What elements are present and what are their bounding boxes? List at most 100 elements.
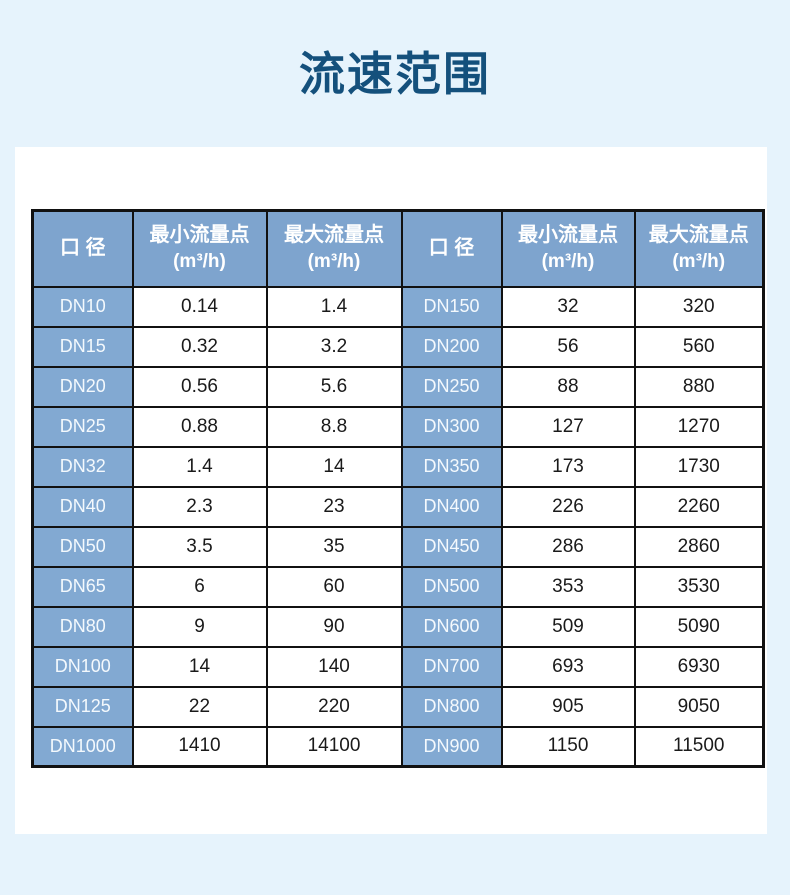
diameter-cell: DN20 [31, 365, 134, 408]
min-flow-cell: 0.32 [131, 325, 268, 368]
min-flow-cell: 509 [500, 605, 636, 648]
min-flow-cell: 1410 [131, 725, 268, 768]
min-flow-cell: 353 [500, 565, 636, 608]
header-row: 口 径 最小流量点 (m³/h) 最大流量点 (m³/h) 口 径 最小流量点 … [31, 209, 765, 288]
diameter-cell: DN400 [400, 485, 503, 528]
diameter-cell: DN450 [400, 525, 503, 568]
max-flow-cell: 1270 [633, 405, 765, 448]
page-title: 流速范围 [299, 48, 491, 100]
min-flow-cell: 693 [500, 645, 636, 688]
header-unit: (m³/h) [672, 251, 726, 273]
max-flow-cell: 5090 [633, 605, 765, 648]
min-flow-cell: 905 [500, 685, 636, 728]
min-flow-cell: 14 [131, 645, 268, 688]
max-flow-cell: 880 [633, 365, 765, 408]
min-flow-cell: 1.4 [131, 445, 268, 488]
max-flow-cell: 9050 [633, 685, 765, 728]
max-flow-cell: 320 [633, 285, 765, 328]
header-min-flow-right: 最小流量点 (m³/h) [500, 209, 636, 288]
diameter-cell: DN200 [400, 325, 503, 368]
header-label: 最小流量点 [518, 224, 618, 247]
header-label: 最大流量点 [284, 224, 384, 247]
header-unit: (m³/h) [307, 251, 361, 273]
header-label: 口 径 [428, 237, 475, 260]
content-card: 口 径 最小流量点 (m³/h) 最大流量点 (m³/h) 口 径 最小流量点 … [15, 147, 767, 834]
diameter-cell: DN15 [31, 325, 134, 368]
min-flow-cell: 9 [131, 605, 268, 648]
diameter-cell: DN350 [400, 445, 503, 488]
min-flow-cell: 0.88 [131, 405, 268, 448]
diameter-cell: DN1000 [31, 725, 134, 768]
diameter-cell: DN100 [31, 645, 134, 688]
max-flow-cell: 14100 [265, 725, 403, 768]
header-unit: (m³/h) [173, 251, 226, 273]
diameter-cell: DN150 [400, 285, 503, 328]
min-flow-cell: 226 [500, 485, 636, 528]
min-flow-cell: 127 [500, 405, 636, 448]
max-flow-cell: 11500 [633, 725, 765, 768]
diameter-cell: DN900 [400, 725, 503, 768]
min-flow-cell: 3.5 [131, 525, 268, 568]
max-flow-cell: 1.4 [265, 285, 403, 328]
max-flow-cell: 90 [265, 605, 403, 648]
min-flow-cell: 0.14 [131, 285, 268, 328]
min-flow-cell: 88 [500, 365, 636, 408]
min-flow-cell: 286 [500, 525, 636, 568]
header-diameter-left: 口 径 [31, 209, 134, 288]
max-flow-cell: 6930 [633, 645, 765, 688]
table-row: DN1000 1410 14100 DN900 1150 11500 [31, 725, 765, 768]
min-flow-cell: 6 [131, 565, 268, 608]
table-row: DN80 9 90 DN600 509 5090 [31, 605, 765, 648]
max-flow-cell: 2260 [633, 485, 765, 528]
diameter-cell: DN500 [400, 565, 503, 608]
table-row: DN25 0.88 8.8 DN300 127 1270 [31, 405, 765, 448]
max-flow-cell: 2860 [633, 525, 765, 568]
max-flow-cell: 14 [265, 445, 403, 488]
header-label: 最小流量点 [149, 224, 250, 247]
table-row: DN40 2.3 23 DN400 226 2260 [31, 485, 765, 528]
diameter-cell: DN50 [31, 525, 134, 568]
max-flow-cell: 8.8 [265, 405, 403, 448]
min-flow-cell: 1150 [500, 725, 636, 768]
table-row: DN125 22 220 DN800 905 9050 [31, 685, 765, 728]
max-flow-cell: 3530 [633, 565, 765, 608]
min-flow-cell: 0.56 [131, 365, 268, 408]
max-flow-cell: 3.2 [265, 325, 403, 368]
table-row: DN65 6 60 DN500 353 3530 [31, 565, 765, 608]
diameter-cell: DN40 [31, 485, 134, 528]
header-min-flow-left: 最小流量点 (m³/h) [131, 209, 268, 288]
table-row: DN50 3.5 35 DN450 286 2860 [31, 525, 765, 568]
header-unit: (m³/h) [541, 251, 595, 273]
header-label: 口 径 [59, 237, 106, 260]
flow-range-table: 口 径 最小流量点 (m³/h) 最大流量点 (m³/h) 口 径 最小流量点 … [31, 209, 765, 768]
min-flow-cell: 32 [500, 285, 636, 328]
table-row: DN15 0.32 3.2 DN200 56 560 [31, 325, 765, 368]
min-flow-cell: 22 [131, 685, 268, 728]
header-label: 最大流量点 [648, 224, 749, 247]
diameter-cell: DN700 [400, 645, 503, 688]
max-flow-cell: 140 [265, 645, 403, 688]
table-row: DN100 14 140 DN700 693 6930 [31, 645, 765, 688]
header-max-flow-right: 最大流量点 (m³/h) [633, 209, 765, 288]
diameter-cell: DN250 [400, 365, 503, 408]
table-row: DN20 0.56 5.6 DN250 88 880 [31, 365, 765, 408]
max-flow-cell: 1730 [633, 445, 765, 488]
table-header: 口 径 最小流量点 (m³/h) 最大流量点 (m³/h) 口 径 最小流量点 … [31, 209, 765, 288]
diameter-cell: DN600 [400, 605, 503, 648]
diameter-cell: DN800 [400, 685, 503, 728]
max-flow-cell: 560 [633, 325, 765, 368]
max-flow-cell: 5.6 [265, 365, 403, 408]
table-row: DN10 0.14 1.4 DN150 32 320 [31, 285, 765, 328]
diameter-cell: DN65 [31, 565, 134, 608]
max-flow-cell: 220 [265, 685, 403, 728]
diameter-cell: DN10 [31, 285, 134, 328]
max-flow-cell: 23 [265, 485, 403, 528]
diameter-cell: DN32 [31, 445, 134, 488]
min-flow-cell: 173 [500, 445, 636, 488]
max-flow-cell: 35 [265, 525, 403, 568]
diameter-cell: DN300 [400, 405, 503, 448]
table-row: DN32 1.4 14 DN350 173 1730 [31, 445, 765, 488]
max-flow-cell: 60 [265, 565, 403, 608]
min-flow-cell: 2.3 [131, 485, 268, 528]
table-body: DN10 0.14 1.4 DN150 32 320 DN15 0.32 3.2 DN200 56 5… [31, 285, 765, 768]
